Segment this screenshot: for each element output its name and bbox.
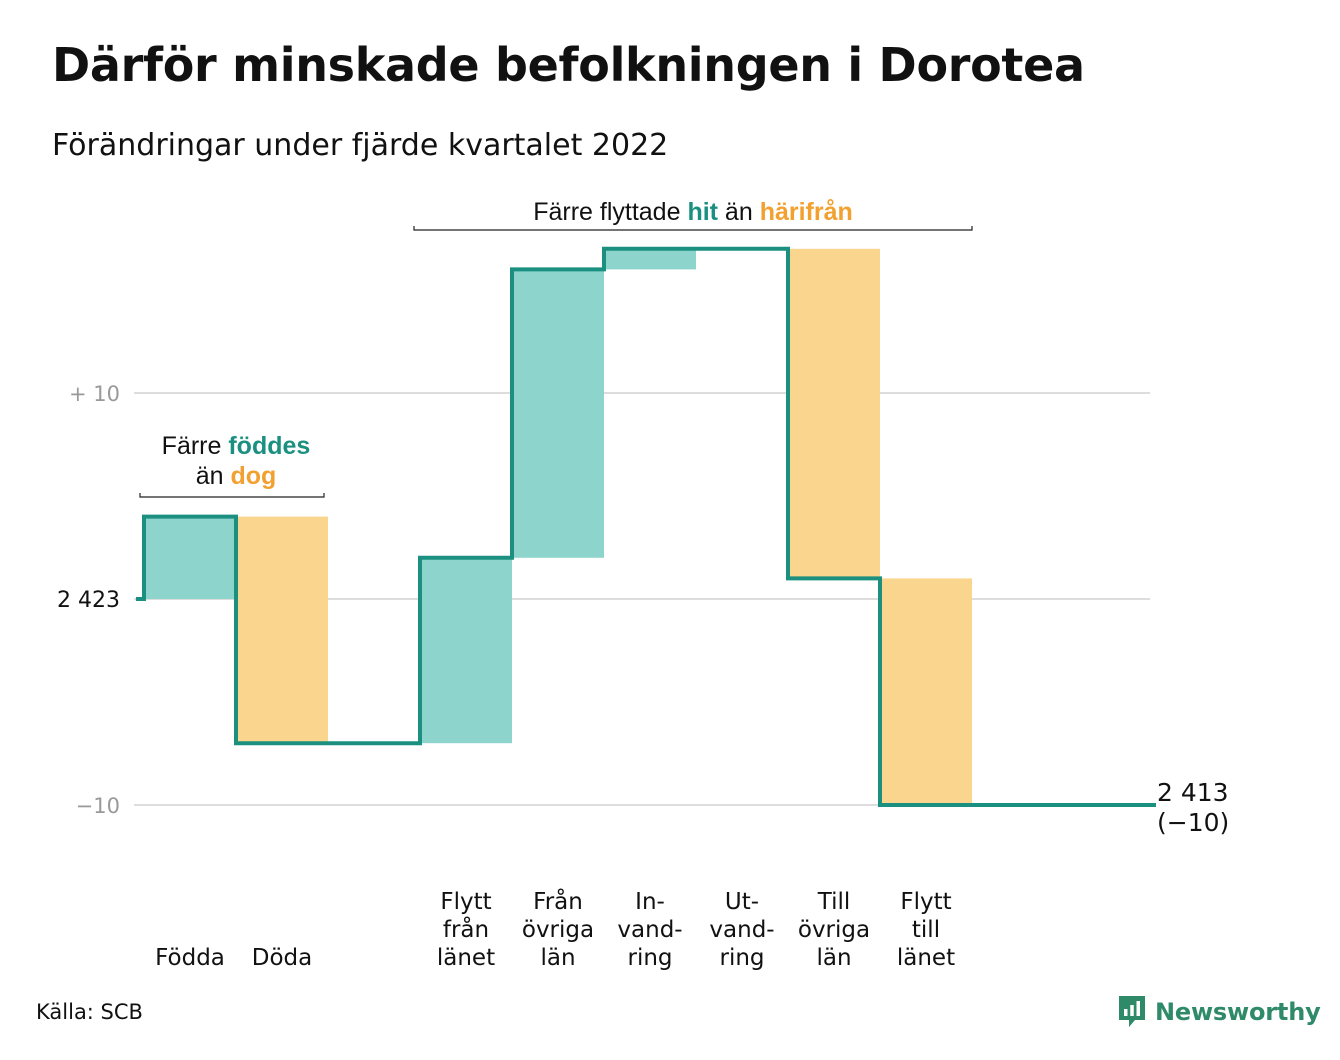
bar-increase	[420, 557, 512, 744]
annotation-births-line1: Färre föddes	[162, 432, 311, 460]
bar-increase	[144, 516, 236, 599]
x-category-label: Flytt	[440, 889, 491, 915]
x-category-label: övriga	[522, 917, 594, 943]
x-category-label: län	[540, 945, 575, 971]
end-value-label: 2 413	[1157, 778, 1229, 807]
end-change-label: (−10)	[1157, 808, 1229, 837]
cumulative-step-line	[136, 246, 1156, 807]
y-tick-label-start: 2 423	[57, 588, 120, 613]
bar-increase	[604, 248, 696, 270]
annotation-births-line2: än dog	[196, 462, 277, 490]
x-category-label: vand-	[709, 917, 774, 943]
source-note: Källa: SCB	[36, 1000, 143, 1024]
x-category-label: Till	[817, 889, 851, 915]
y-tick-label: −10	[76, 794, 120, 818]
annotation-migration-text: Färre flyttade hit än härifrån	[533, 198, 853, 226]
x-category-label: vand-	[617, 917, 682, 943]
x-category-label: Födda	[155, 945, 225, 971]
brand-name: Newsworthy	[1155, 998, 1321, 1026]
bar-increase	[512, 269, 604, 558]
chart-subtitle: Förändringar under fjärde kvartalet 2022	[52, 128, 669, 163]
brand-logo: Newsworthy	[1117, 994, 1321, 1030]
newsworthy-logo-icon	[1119, 996, 1145, 1027]
chart-title: Därför minskade befolkningen i Dorotea	[52, 38, 1085, 92]
x-category-label: ring	[627, 945, 672, 971]
x-category-label: länet	[897, 945, 955, 971]
bar-decrease	[880, 578, 972, 805]
x-category-label: länet	[437, 945, 495, 971]
bar-decrease	[236, 516, 328, 744]
annotation-births-bracket	[139, 493, 325, 498]
annotation-migration-bracket	[413, 226, 973, 231]
x-category-label: ring	[719, 945, 764, 971]
x-category-label: Flytt	[900, 889, 951, 915]
x-category-label: län	[816, 945, 851, 971]
x-category-label: Från	[533, 887, 583, 915]
x-category-label: In-	[635, 889, 665, 915]
x-category-label: Ut-	[725, 889, 759, 915]
bar-decrease	[788, 248, 880, 579]
x-category-label: från	[443, 915, 489, 943]
x-category-label: Döda	[252, 945, 312, 971]
y-tick-label: + 10	[69, 382, 120, 406]
x-category-label: till	[912, 917, 940, 943]
x-category-label: övriga	[798, 917, 870, 943]
